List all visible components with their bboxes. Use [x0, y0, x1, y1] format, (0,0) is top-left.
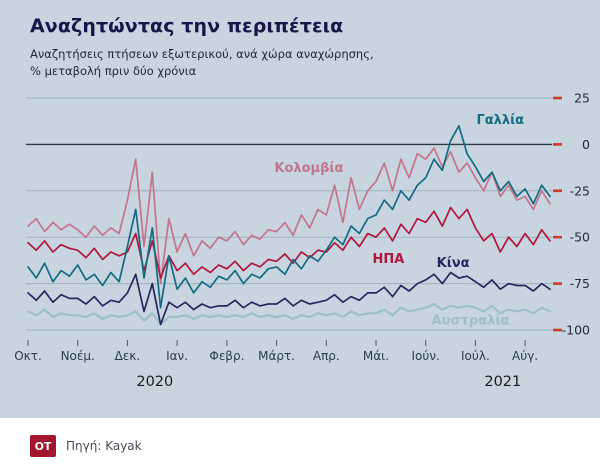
svg-text:Μάι.: Μάι.	[363, 349, 389, 363]
chart-header: Αναζητώντας την περιπέτεια Αναζητήσεις π…	[0, 0, 600, 79]
svg-text:-50: -50	[570, 230, 590, 245]
chart-title: Αναζητώντας την περιπέτεια	[30, 15, 344, 37]
source-text: Πηγή: Kayak	[66, 439, 142, 453]
svg-text:Απρ.: Απρ.	[313, 349, 340, 363]
svg-text:2020: 2020	[136, 374, 173, 390]
svg-text:Μάρτ.: Μάρτ.	[258, 349, 295, 363]
line-chart: 25 0 -25 -50 -75 -100 Οκτ. Νοέμ. Δεκ. Ιαν. Φεβρ. Μά…	[0, 86, 600, 408]
svg-text:0: 0	[582, 137, 590, 152]
svg-text:Ιούν.: Ιούν.	[412, 349, 440, 363]
ot-logo: OT	[30, 435, 56, 457]
line-chart-svg: 25 0 -25 -50 -75 -100 Οκτ. Νοέμ. Δεκ. Ιαν. Φεβρ. Μά…	[14, 91, 590, 391]
svg-text:Αύγ.: Αύγ.	[512, 349, 538, 363]
svg-text:Ιούλ.: Ιούλ.	[461, 349, 490, 363]
svg-text:Νοέμ.: Νοέμ.	[61, 349, 95, 363]
svg-text:-25: -25	[570, 183, 590, 198]
svg-text:Οκτ.: Οκτ.	[14, 349, 42, 363]
chart-subtitle-line1: Αναζητήσεις πτήσεων εξωτερικού, ανά χώρα…	[30, 47, 374, 61]
svg-text:Κίνα: Κίνα	[437, 256, 470, 271]
svg-text:2021: 2021	[484, 374, 521, 390]
svg-text:ΗΠΑ: ΗΠΑ	[372, 252, 404, 267]
footer: OT Πηγή: Kayak	[0, 418, 600, 474]
svg-text:-75: -75	[570, 276, 590, 291]
chart-subtitle: Αναζητήσεις πτήσεων εξωτερικού, ανά χώρα…	[30, 46, 570, 79]
svg-text:Ιαν.: Ιαν.	[166, 349, 188, 363]
svg-text:Αυστραλία: Αυστραλία	[432, 313, 510, 328]
svg-text:Δεκ.: Δεκ.	[115, 349, 141, 363]
svg-text:Φεβρ.: Φεβρ.	[209, 349, 244, 363]
svg-text:Γαλλία: Γαλλία	[476, 113, 524, 128]
svg-text:Κολομβία: Κολομβία	[274, 161, 343, 176]
svg-text:25: 25	[574, 91, 590, 106]
svg-text:-100: -100	[562, 323, 590, 338]
chart-subtitle-line2: % μεταβολή πριν δύο χρόνια	[30, 63, 197, 78]
